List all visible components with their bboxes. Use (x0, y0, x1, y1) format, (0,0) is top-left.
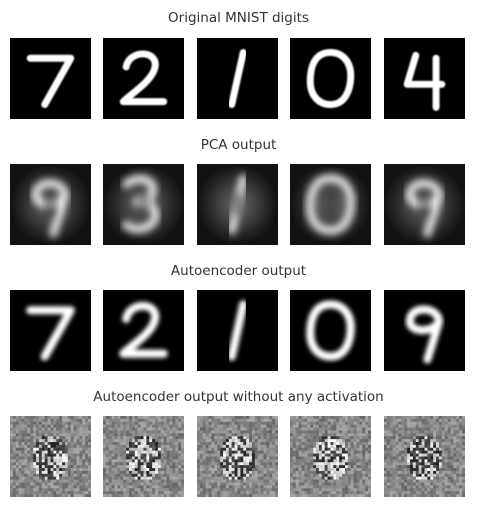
digit-stroke (26, 54, 75, 109)
digit-image-3 (103, 164, 184, 245)
digit-graphic (10, 164, 91, 245)
digit-image-1 (197, 164, 278, 245)
digit-image-noise (103, 416, 184, 497)
digit-stroke (306, 48, 355, 109)
row-title-original: Original MNIST digits (168, 10, 309, 26)
digit-image-4 (384, 38, 465, 119)
digit-image-noise (197, 416, 278, 497)
digit-graphic (197, 164, 278, 245)
digit-image-2 (103, 290, 184, 371)
row-title-autoencoder: Autoencoder output (170, 263, 307, 279)
digit-stroke (227, 300, 248, 361)
digit-image-noise (384, 416, 465, 497)
digit-stroke (306, 174, 355, 235)
digit-graphic (10, 38, 91, 119)
digit-graphic (290, 164, 371, 245)
digit-stroke (26, 306, 75, 361)
digit-image-1 (197, 38, 278, 119)
digit-graphic (103, 38, 184, 119)
digit-graphic (290, 38, 371, 119)
digit-stroke (119, 302, 168, 358)
digit-graphic (103, 164, 184, 245)
digit-stroke (119, 50, 168, 106)
digit-graphic (10, 290, 91, 371)
digit-stroke (31, 179, 70, 238)
digit-stroke (405, 179, 444, 238)
digit-image-9 (384, 290, 465, 371)
digit-image-9 (384, 164, 465, 245)
digit-graphic (197, 416, 278, 497)
digit-graphic (103, 290, 184, 371)
digit-graphic (384, 164, 465, 245)
digit-image-2 (103, 38, 184, 119)
digit-graphic (384, 290, 465, 371)
digit-graphic (384, 38, 465, 119)
digit-graphic (290, 290, 371, 371)
digit-stroke (405, 305, 444, 364)
row-title-pca: PCA output (200, 137, 277, 153)
digit-stroke (403, 51, 446, 111)
digit-graphic (384, 416, 465, 497)
digit-graphic (197, 38, 278, 119)
digit-image-0 (290, 290, 371, 371)
digit-graphic (197, 290, 278, 371)
digit-image-7 (10, 38, 91, 119)
digit-stroke (228, 48, 247, 109)
digit-image-noise (290, 416, 371, 497)
digit-image-0 (290, 38, 371, 119)
row-title-no-activation: Autoencoder output without any activatio… (93, 389, 384, 405)
digit-image-1 (197, 290, 278, 371)
digit-image-7 (10, 290, 91, 371)
digit-graphic (290, 416, 371, 497)
digit-image-0 (290, 164, 371, 245)
digit-graphic (103, 416, 184, 497)
digit-image-9 (10, 164, 91, 245)
digit-image-noise (10, 416, 91, 497)
digit-stroke (306, 300, 355, 361)
digit-graphic (10, 416, 91, 497)
